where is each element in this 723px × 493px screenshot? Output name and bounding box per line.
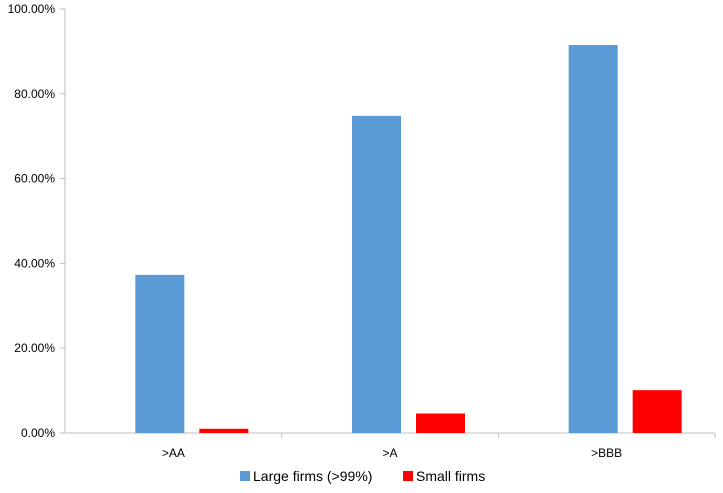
legend-swatch (240, 471, 250, 481)
y-tick-label: 40.00% (14, 256, 55, 270)
bar-small-firms (199, 428, 249, 433)
y-tick-label: 100.00% (8, 2, 56, 16)
chart-legend: Large firms (>99%) Small firms (240, 468, 485, 484)
y-tick-label: 0.00% (21, 426, 55, 440)
bar-large-firms (568, 45, 618, 433)
y-tick-label: 20.00% (14, 341, 55, 355)
chart-tick-labels: 0.00% 20.00% 40.00% 60.00% 80.00% 100.00% >AA >… (8, 2, 623, 460)
x-tick-label: >BBB (591, 446, 622, 460)
chart-bars (135, 45, 682, 434)
legend-label: Small firms (416, 468, 485, 484)
legend-swatch (403, 471, 413, 481)
y-tick-label: 80.00% (14, 87, 55, 101)
y-tick-label: 60.00% (14, 172, 55, 186)
bar-small-firms (416, 413, 465, 433)
bar-large-firms (352, 115, 401, 434)
x-tick-label: >A (382, 446, 397, 460)
bar-large-firms (135, 274, 185, 433)
bar-small-firms (632, 390, 682, 433)
x-tick-label: >AA (162, 446, 185, 460)
legend-label: Large firms (>99%) (253, 468, 372, 484)
